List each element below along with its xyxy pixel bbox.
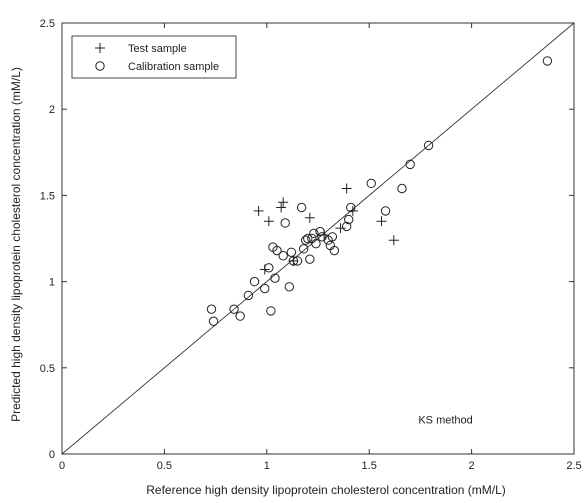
- legend-marker-test-sample: [95, 43, 105, 53]
- x-tick-label: 0: [59, 460, 65, 472]
- test-sample-point: [388, 235, 399, 246]
- calibration-sample-point: [260, 283, 270, 294]
- test-sample-point: [276, 202, 287, 213]
- y-tick-label: 0: [49, 449, 55, 461]
- x-tick-label: 0.5: [157, 460, 172, 472]
- legend-label: Test sample: [128, 43, 187, 55]
- y-tick-label: 1: [49, 277, 55, 289]
- method-annotation: KS method: [418, 415, 472, 427]
- calibration-sample-point: [264, 263, 274, 273]
- y-tick-label: 2.5: [40, 18, 55, 30]
- calibration-sample-point: [229, 304, 239, 314]
- calibration-sample-point: [309, 228, 319, 239]
- y-axis-label: Predicted high density lipoprotein chole…: [9, 67, 23, 422]
- calibration-sample-point: [405, 159, 415, 170]
- test-sample-point: [341, 183, 352, 194]
- calibration-sample-point: [305, 254, 315, 264]
- x-tick-label: 2.5: [566, 460, 581, 472]
- calibration-sample-point: [292, 256, 303, 266]
- test-sample-point: [304, 212, 315, 223]
- test-sample-point: [335, 223, 346, 234]
- legend-box: [71, 35, 237, 79]
- calibration-sample-point: [344, 214, 354, 225]
- calibration-sample-point: [315, 226, 325, 237]
- test-sample-point: [263, 216, 274, 227]
- calibration-sample-point: [341, 221, 352, 232]
- calibration-sample-point: [278, 251, 288, 261]
- y-tick-label: 1.5: [40, 190, 55, 202]
- test-sample-point: [278, 197, 289, 208]
- y-tick-label: 0.5: [40, 363, 55, 375]
- calibration-sample-point: [311, 238, 321, 249]
- axis-ticks: 0 0.5 1 1.5 2 2.5 0 0.5 1 1.5 2 2.5: [40, 18, 582, 472]
- plot-area: 0 0.5 1 1.5 2 2.5 0 0.5 1 1.5 2 2.5: [40, 18, 582, 472]
- calibration-sample-point: [366, 178, 376, 189]
- calibration-sample-point: [542, 56, 553, 66]
- calibration-sample-point: [298, 244, 309, 254]
- legend: Test sample Calibration sample: [71, 35, 237, 79]
- calibration-sample-point: [235, 311, 245, 321]
- test-sample-point: [253, 205, 264, 216]
- x-tick-label: 1.5: [362, 460, 377, 472]
- x-tick-label: 2: [469, 460, 475, 472]
- calibration-sample-point: [296, 202, 307, 213]
- calibration-sample-point: [303, 233, 313, 244]
- calibration-sample-point: [329, 245, 340, 256]
- legend-label: Calibration sample: [128, 61, 219, 73]
- calibration-sample-point: [301, 235, 311, 245]
- calibration-sample-point: [346, 202, 356, 213]
- x-tick-label: 1: [264, 460, 270, 472]
- legend-marker-calibration-sample: [95, 61, 105, 71]
- calibration-sample-point: [243, 290, 254, 301]
- x-axis-label: Reference high density lipoprotein chole…: [146, 483, 506, 497]
- calibration-sample-point: [288, 256, 299, 266]
- calibration-sample-point: [284, 282, 295, 292]
- calibration-sample-point: [266, 306, 276, 316]
- calibration-sample-point: [380, 206, 391, 216]
- calibration-sample-point: [249, 276, 260, 287]
- calibration-sample-point: [270, 273, 280, 283]
- calibration-sample-point: [280, 218, 290, 228]
- calibration-sample-point: [208, 316, 219, 326]
- calibration-sample-point: [397, 183, 407, 194]
- y-tick-label: 2: [49, 104, 55, 116]
- test-sample-point: [376, 216, 387, 227]
- calibration-sample-point: [286, 247, 297, 257]
- data-points: [206, 56, 553, 326]
- calibration-sample-point: [327, 232, 338, 242]
- calibration-sample-point: [272, 245, 282, 256]
- calibration-sample-point: [423, 140, 434, 151]
- calibration-sample-point: [206, 304, 217, 314]
